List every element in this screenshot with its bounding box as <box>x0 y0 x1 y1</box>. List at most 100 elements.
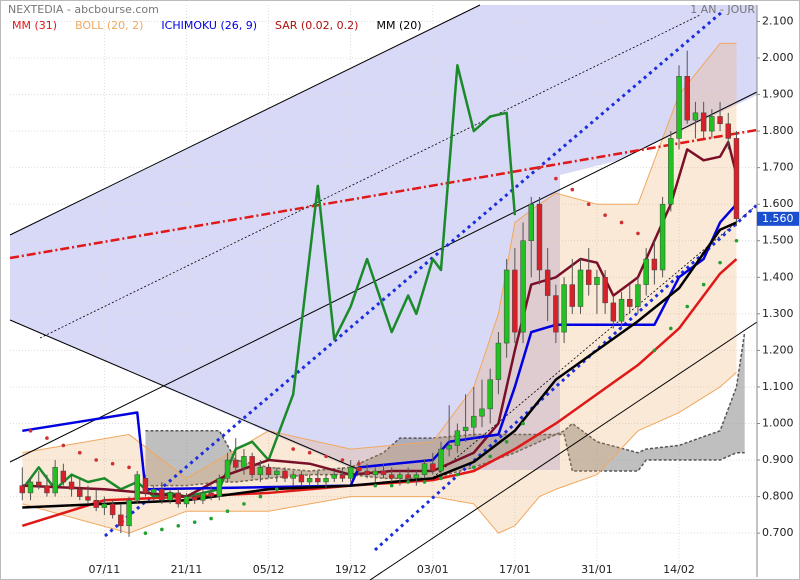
sar-dot <box>685 304 690 309</box>
candle-body <box>183 496 190 505</box>
sar-dot <box>718 260 722 265</box>
sar-dot <box>603 213 607 217</box>
y-tick-label: 1.300 <box>762 307 794 320</box>
trend-line <box>9 128 758 260</box>
trend-line <box>429 204 758 481</box>
y-tick-label: 0.800 <box>762 490 794 503</box>
candle-body <box>372 470 379 475</box>
candle-body <box>265 467 272 475</box>
candle-body <box>462 426 469 432</box>
candle-body <box>200 492 206 501</box>
x-tick-label: 03/01 <box>417 563 449 576</box>
candle-body <box>323 478 329 483</box>
candle-body <box>659 203 666 271</box>
sar-dot <box>406 480 410 484</box>
candle-body <box>618 298 625 322</box>
trend-line <box>39 14 701 339</box>
candle-layer <box>19 50 740 537</box>
candle-body <box>126 499 132 527</box>
sar-dot <box>521 421 525 426</box>
candle-body <box>487 379 493 410</box>
sar-dot <box>160 527 164 532</box>
candle-body <box>233 459 239 468</box>
candle-body <box>692 112 699 121</box>
dot-layer <box>28 165 739 535</box>
candle-body <box>430 463 436 472</box>
candle-body <box>109 503 116 516</box>
axes: 0.700 0.800 0.900 1.000 1.100 1.200 1.300 1.400… <box>89 5 799 577</box>
sar-dot <box>652 348 657 353</box>
candle-body <box>356 467 362 472</box>
sar-dot <box>357 461 361 466</box>
candle-body <box>709 116 715 132</box>
sar-dot <box>143 531 148 535</box>
legend-entry: MM (31) <box>12 19 57 32</box>
sar-dot <box>586 202 591 206</box>
sar-dot <box>488 454 493 459</box>
sar-dot <box>94 458 98 462</box>
sar-dot <box>209 516 213 521</box>
trend-line <box>369 321 758 580</box>
candle-body <box>643 258 649 285</box>
sar-dot <box>422 480 427 484</box>
legend-entry: ICHIMOKU (26, 9) <box>161 19 257 32</box>
candle-body <box>167 492 173 501</box>
candle-body <box>257 467 264 475</box>
drawing-tools <box>10 5 757 470</box>
candle-body <box>85 496 91 501</box>
candle-body <box>471 415 477 428</box>
candle-body <box>380 470 387 475</box>
candle-body <box>405 474 411 479</box>
candle-body <box>347 467 354 479</box>
candle-body <box>512 269 518 333</box>
legend-entry: SAR (0.02, 0.2) <box>275 19 358 32</box>
candle-body <box>610 302 617 322</box>
y-tick-label: 1.800 <box>762 124 794 137</box>
candle-body <box>717 116 723 125</box>
candle-body <box>68 481 75 490</box>
candle-body <box>27 481 34 494</box>
line <box>22 140 738 498</box>
y-tick-label: 1.100 <box>762 380 794 393</box>
sar-dot <box>225 509 230 514</box>
sar-dot <box>340 458 345 462</box>
y-tick-label: 2.000 <box>762 51 794 64</box>
y-tick-label: 1.600 <box>762 197 794 210</box>
candle-body <box>159 489 165 501</box>
candle-body <box>249 456 255 475</box>
x-tick-label: 17/01 <box>499 563 531 576</box>
sar-dot <box>110 461 115 466</box>
sar-dot <box>471 465 476 470</box>
candle-body <box>298 474 305 483</box>
sar-dot <box>324 454 328 459</box>
sar-dot <box>570 187 575 192</box>
candle-body <box>331 474 337 479</box>
sar-dot <box>734 238 739 243</box>
sar-dot <box>28 429 33 433</box>
trend-line <box>9 91 758 463</box>
sar-dot <box>307 450 312 455</box>
candle-body <box>520 240 526 333</box>
candle-body <box>528 203 534 241</box>
candle-body <box>586 269 592 285</box>
sar-dot <box>291 447 296 451</box>
y-tick-label: 1.500 <box>762 234 794 247</box>
candle-body <box>36 481 42 486</box>
candle-body <box>241 456 247 468</box>
y-tick-label: 1.000 <box>762 416 794 429</box>
candle-body <box>446 445 452 450</box>
candle-body <box>602 277 608 304</box>
line <box>22 221 737 509</box>
period: 1 AN - JOUR <box>690 3 755 16</box>
area <box>22 43 737 534</box>
sar-dot <box>176 524 181 528</box>
candle-body <box>479 408 485 417</box>
sar-dot <box>619 220 624 225</box>
candle-body <box>668 138 674 205</box>
candle-body <box>77 489 83 497</box>
candle-body <box>700 112 707 132</box>
candle-body <box>142 478 149 494</box>
sar-dot <box>258 494 263 499</box>
candle-body <box>282 470 288 479</box>
candle-body <box>438 448 444 472</box>
